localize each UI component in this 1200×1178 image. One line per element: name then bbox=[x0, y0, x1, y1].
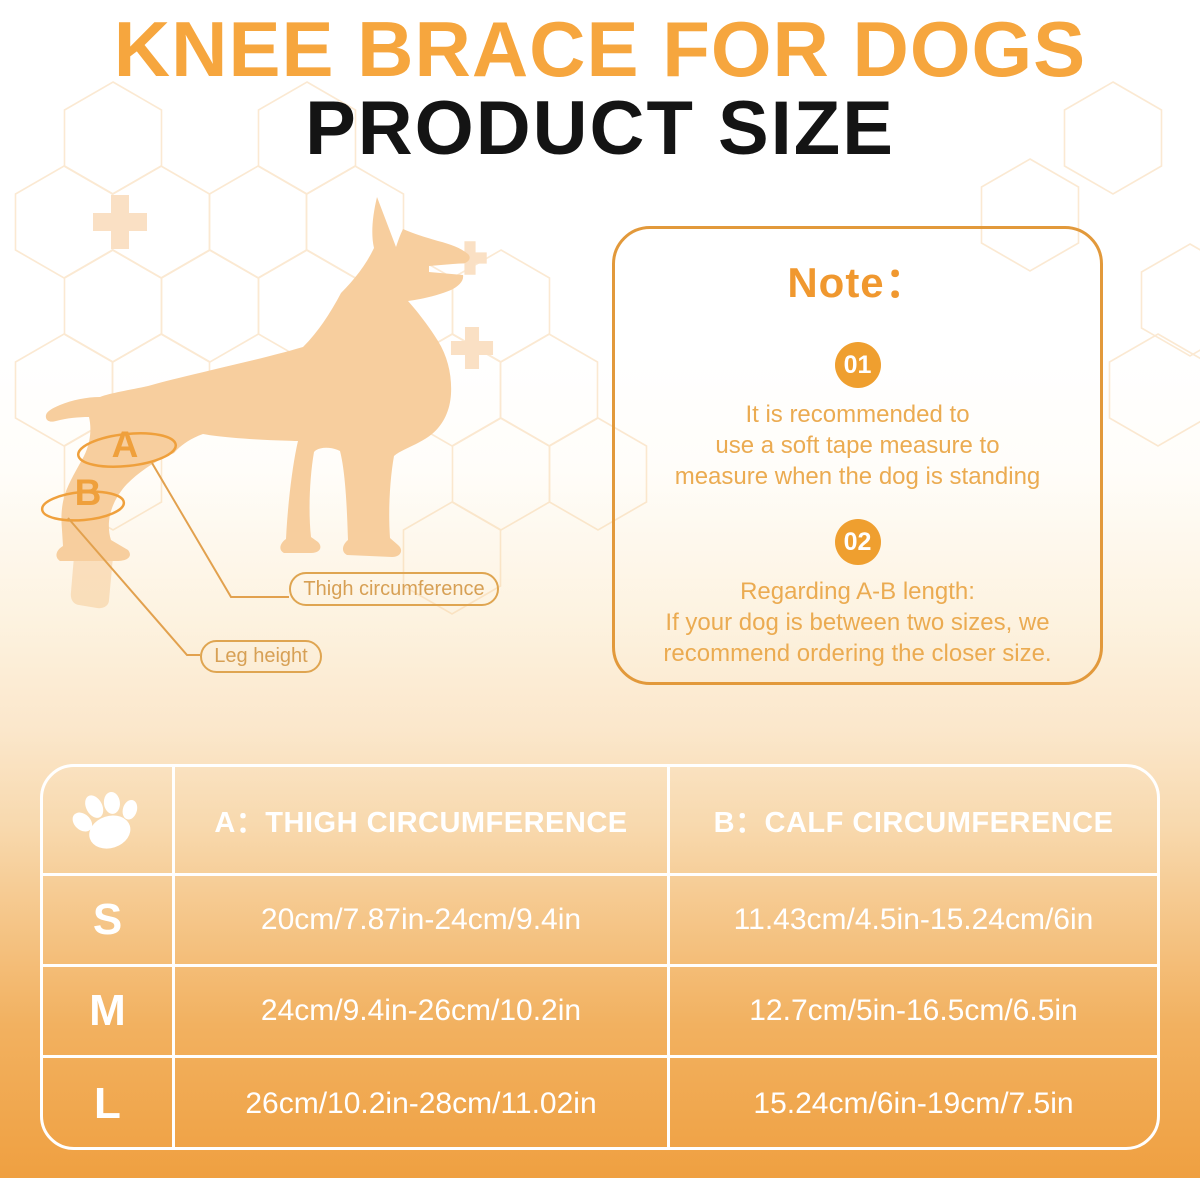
note-item-2-text: Regarding A-B length: If your dog is bet… bbox=[615, 576, 1100, 669]
note-line: Regarding A-B length: bbox=[740, 578, 975, 605]
page-subtitle: PRODUCT SIZE bbox=[305, 86, 895, 171]
size-label-m: M bbox=[43, 967, 175, 1058]
thigh-value-m: 24cm/9.4in-26cm/10.2in bbox=[175, 967, 670, 1058]
calf-value-s: 11.43cm/4.5in-15.24cm/6in bbox=[670, 876, 1157, 967]
note-item-1-text: It is recommended to use a soft tape mea… bbox=[615, 399, 1100, 492]
calf-measure-ellipse bbox=[40, 490, 126, 522]
calf-value-l: 15.24cm/6in-19cm/7.5in bbox=[753, 1086, 1074, 1120]
thigh-value-s: 20cm/7.87in-24cm/9.4in bbox=[175, 876, 670, 967]
thigh-callout-line bbox=[151, 462, 289, 598]
note-heading: Note： bbox=[787, 259, 928, 306]
note-line: use a soft tape measure to bbox=[715, 432, 1000, 459]
size-label-l: L bbox=[43, 1058, 175, 1149]
note-box: Note： 01 It is recommended to use a soft… bbox=[612, 226, 1103, 685]
thigh-measure-ellipse bbox=[76, 432, 178, 468]
column-header-thigh: A：THIGH CIRCUMFERENCE bbox=[175, 767, 670, 876]
note-line: It is recommended to bbox=[745, 401, 970, 428]
note-item-2-badge: 02 bbox=[834, 519, 881, 565]
column-header-calf: B：CALF CIRCUMFERENCE bbox=[670, 767, 1157, 876]
size-label-s: S bbox=[43, 876, 175, 967]
note-line: recommend ordering the closer size. bbox=[663, 640, 1052, 667]
note-line: measure when the dog is standing bbox=[674, 463, 1041, 490]
calf-value-m: 12.7cm/5in-16.5cm/6.5in bbox=[670, 967, 1157, 1058]
marker-a-label: A bbox=[112, 424, 139, 465]
note-line: If your dog is between two sizes, we bbox=[665, 609, 1050, 636]
size-table: A：THIGH CIRCUMFERENCE B：CALF CIRCUMFEREN… bbox=[40, 764, 1160, 1150]
callout-thigh-circumference: Thigh circumference bbox=[289, 572, 499, 606]
marker-b-label: B bbox=[75, 472, 102, 513]
table-header-paw-cell bbox=[43, 767, 175, 876]
dog-silhouette bbox=[45, 197, 470, 561]
callout-leg-height: Leg height bbox=[200, 640, 322, 673]
thigh-value-l: 26cm/10.2in-28cm/11.02in bbox=[175, 1058, 670, 1149]
leg-callout-line bbox=[67, 517, 200, 656]
paw-icon bbox=[72, 791, 137, 849]
page-title: KNEE BRACE FOR DOGS bbox=[113, 5, 1087, 93]
note-item-1-badge: 01 bbox=[834, 342, 881, 388]
